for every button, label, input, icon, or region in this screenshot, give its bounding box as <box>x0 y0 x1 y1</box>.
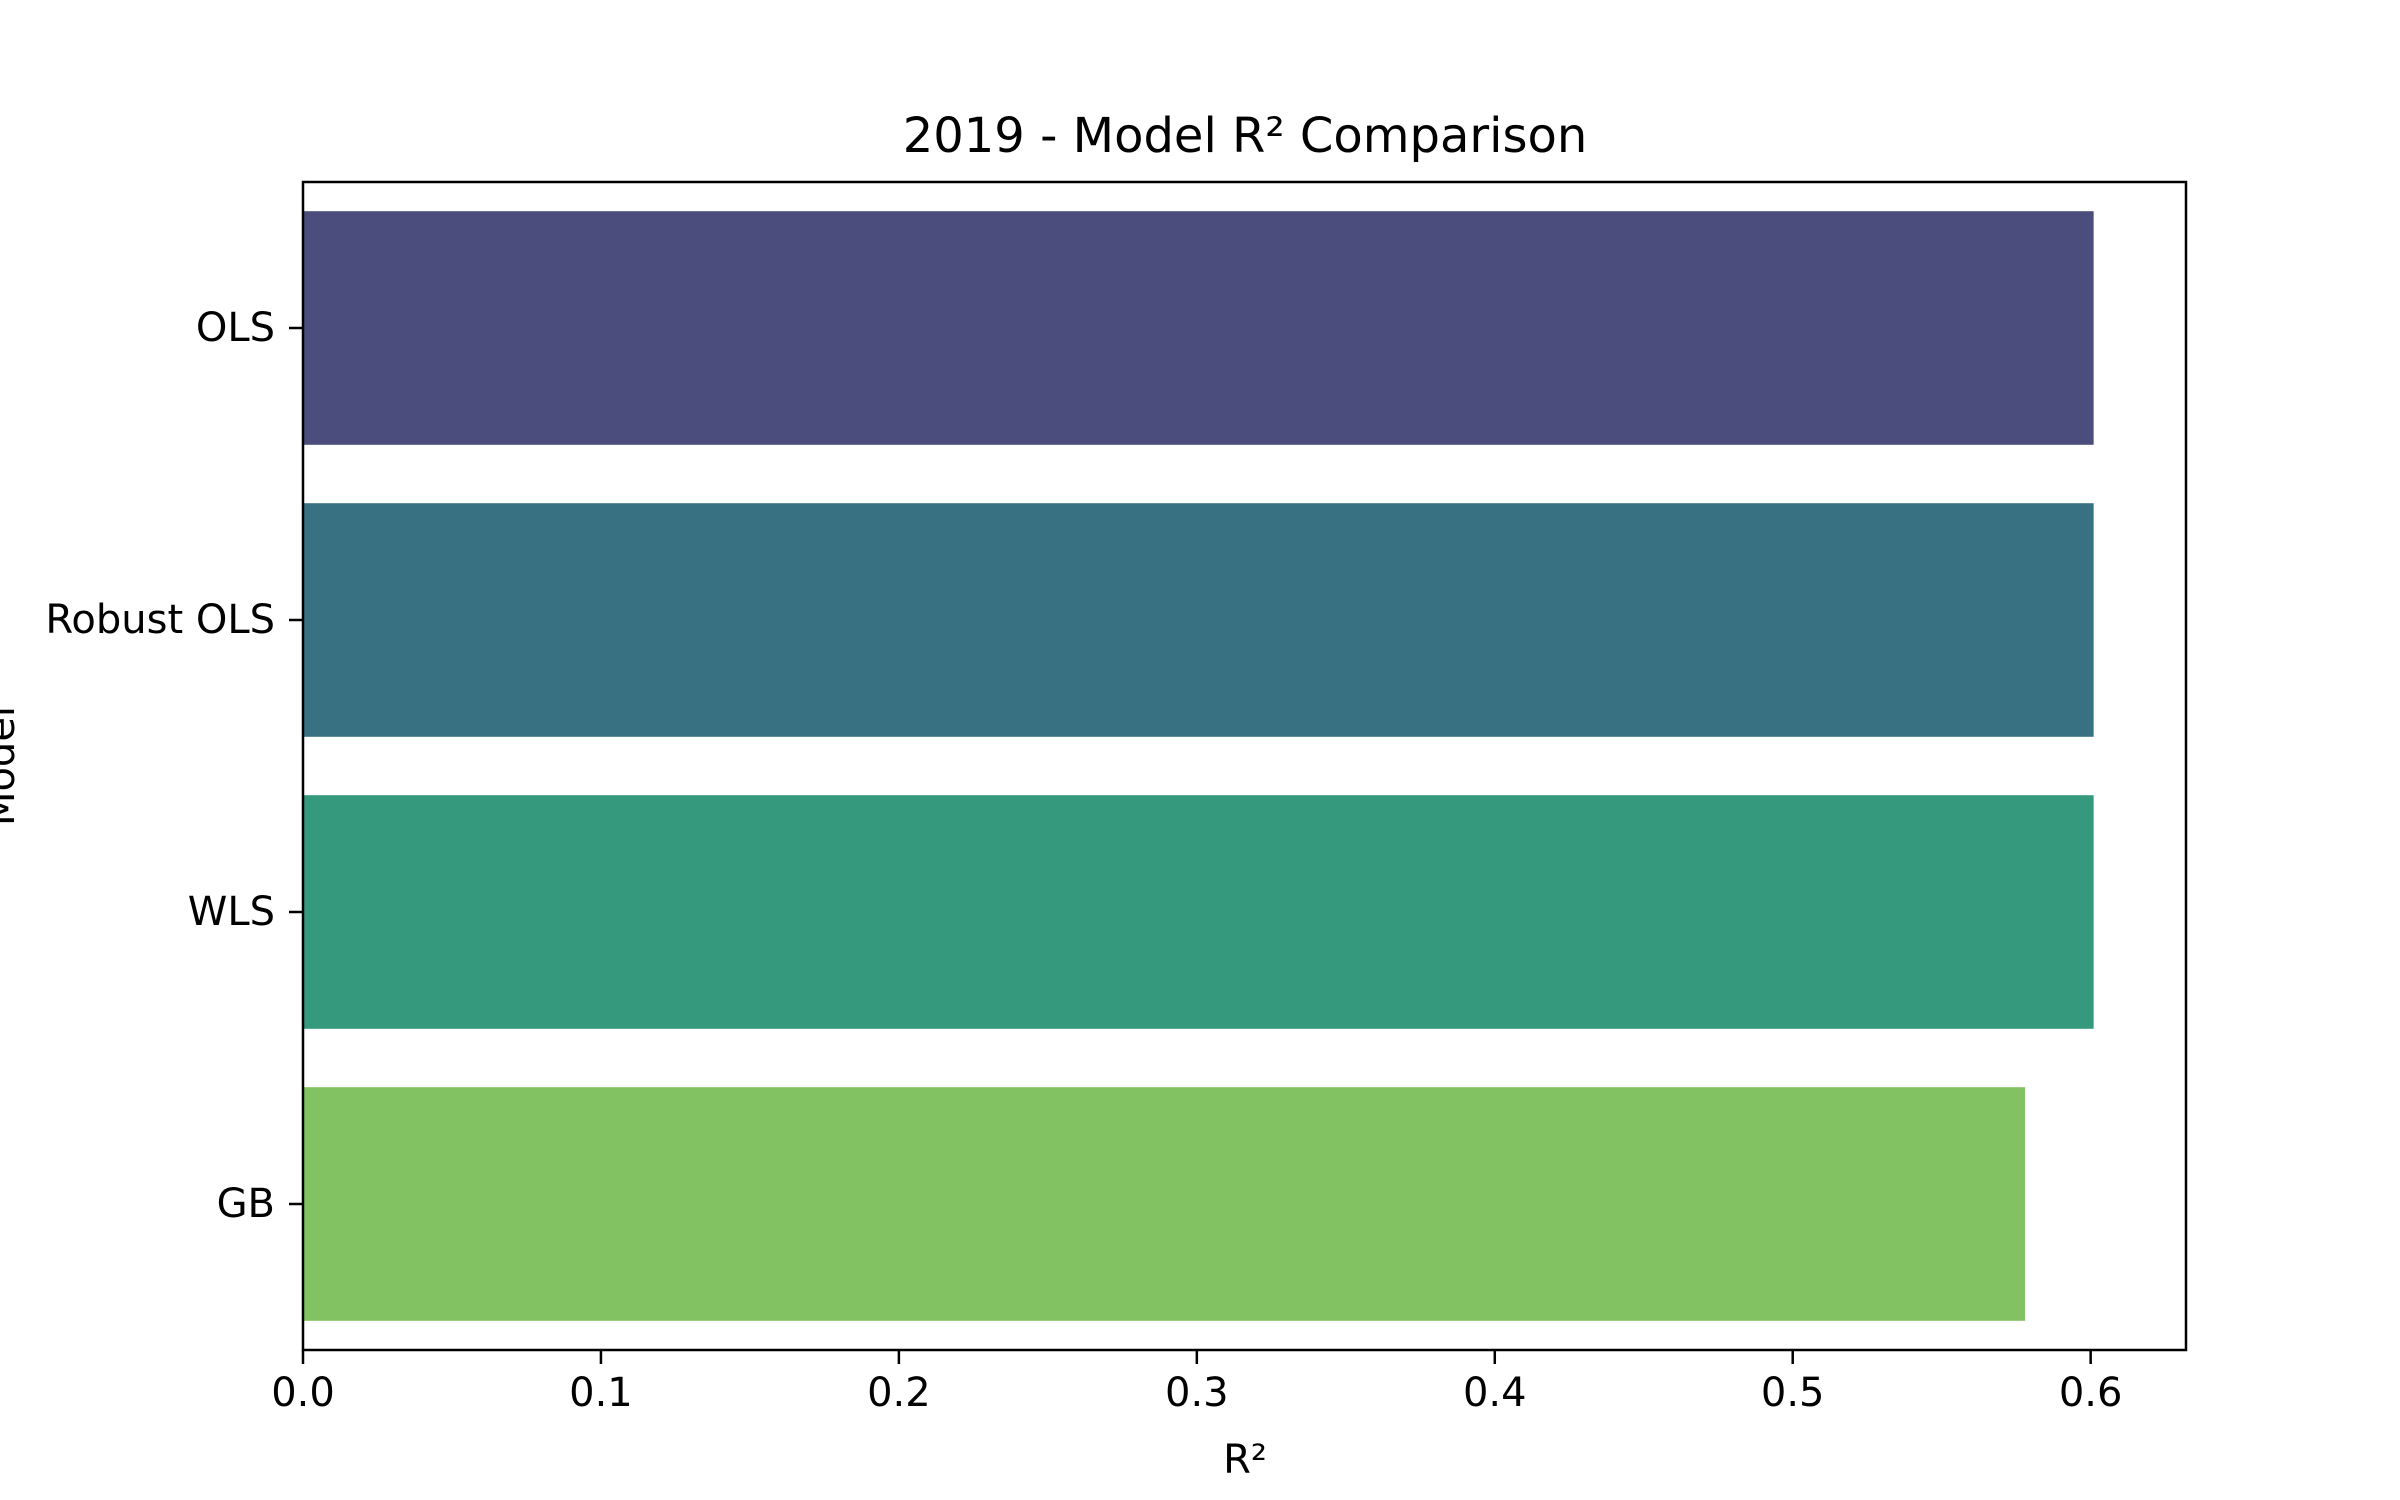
x-tick-label: 0.4 <box>1463 1370 1527 1416</box>
bar-ols <box>303 211 2094 445</box>
x-tick-label: 0.3 <box>1165 1370 1229 1416</box>
y-tick-label: GB <box>217 1181 275 1227</box>
x-axis: 0.0 0.1 0.2 0.3 0.4 0.5 0.6 <box>271 1350 2122 1416</box>
x-axis-label: R² <box>1223 1437 1267 1483</box>
y-tick-label: WLS <box>188 889 275 935</box>
bars <box>303 211 2094 1321</box>
plot-frame <box>301 180 2188 1352</box>
bar-gb <box>303 1087 2026 1321</box>
bar-robust-ols <box>303 503 2094 737</box>
x-tick-label: 0.1 <box>569 1370 633 1416</box>
bar-wls <box>303 795 2094 1029</box>
x-tick-label: 0.0 <box>271 1370 335 1416</box>
y-tick-label: Robust OLS <box>45 597 275 643</box>
x-tick-label: 0.5 <box>1761 1370 1825 1416</box>
y-axis: OLS Robust OLS WLS GB <box>45 305 303 1227</box>
y-axis-label: Model <box>0 706 24 826</box>
x-tick-label: 0.2 <box>867 1370 931 1416</box>
chart-title: 2019 - Model R² Comparison <box>903 108 1588 164</box>
x-tick-label: 0.6 <box>2059 1370 2123 1416</box>
y-tick-label: OLS <box>196 305 275 351</box>
